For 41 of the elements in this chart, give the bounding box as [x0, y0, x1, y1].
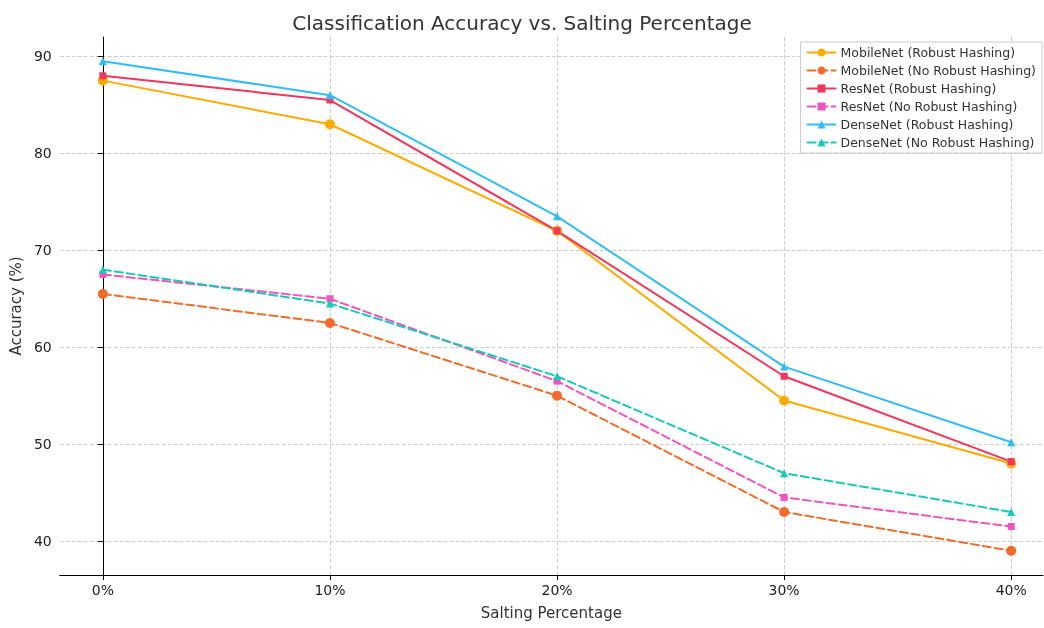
y-axis-title: Accuracy (%): [6, 256, 25, 356]
legend-label: ResNet (No Robust Hashing): [840, 99, 1018, 114]
x-tick-label: 20%: [541, 582, 573, 598]
chart-title: Classification Accuracy vs. Salting Percentage: [292, 11, 752, 35]
point: [779, 395, 790, 406]
legend-label: DenseNet (No Robust Hashing): [840, 135, 1035, 150]
point: [1007, 507, 1016, 516]
legend-label: MobileNet (No Robust Hashing): [840, 63, 1036, 78]
point: [98, 265, 107, 274]
point: [325, 299, 334, 308]
point: [780, 362, 789, 371]
point: [553, 372, 562, 381]
point: [552, 390, 563, 401]
point: [324, 317, 335, 328]
point: [99, 72, 107, 80]
point: [325, 91, 334, 100]
y-tick-label: 70: [33, 242, 52, 259]
y-tick-label: 50: [33, 436, 52, 453]
point: [98, 57, 107, 66]
legend-label: ResNet (Robust Hashing): [840, 81, 997, 96]
x-tick-label: 0%: [91, 582, 114, 598]
y-tick-label: 60: [33, 339, 52, 356]
point: [97, 288, 108, 299]
point: [1007, 523, 1015, 531]
y-tick-label: 90: [33, 48, 52, 65]
x-tick-label: 40%: [995, 582, 1027, 598]
x-tick-label: 10%: [314, 582, 346, 598]
y-tick-label: 80: [33, 145, 52, 162]
legend-label: MobileNet (Robust Hashing): [840, 45, 1016, 60]
x-tick-label: 30%: [768, 582, 800, 598]
point: [780, 469, 789, 478]
legend-label: DenseNet (Robust Hashing): [840, 117, 1014, 132]
point: [553, 212, 562, 221]
x-axis-title: Salting Percentage: [480, 603, 622, 622]
point: [324, 119, 335, 130]
point: [780, 372, 788, 380]
point: [780, 493, 788, 501]
y-tick-label: 40: [33, 533, 52, 550]
point: [326, 295, 334, 303]
point: [779, 506, 790, 517]
point: [1006, 545, 1017, 556]
